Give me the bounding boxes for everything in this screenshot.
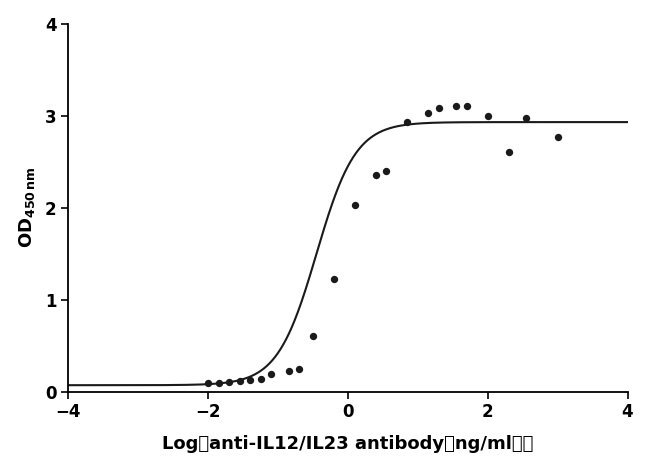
Y-axis label: OD$_{\mathregular{450\,nm}}$: OD$_{\mathregular{450\,nm}}$ [17, 167, 36, 249]
Point [224, 379, 235, 386]
Point [350, 201, 360, 209]
Point [521, 115, 532, 122]
Point [329, 275, 339, 283]
Point [552, 133, 563, 141]
Point [370, 172, 381, 179]
Point [266, 370, 276, 378]
Point [381, 167, 391, 175]
Point [294, 365, 304, 372]
Point [283, 368, 294, 375]
Point [203, 380, 213, 387]
Point [504, 149, 514, 156]
Point [213, 380, 224, 387]
Point [235, 377, 245, 384]
Point [255, 375, 266, 383]
Point [482, 112, 493, 119]
Point [245, 376, 255, 384]
Point [423, 109, 434, 117]
Point [462, 103, 472, 110]
Point [308, 333, 318, 340]
Point [402, 118, 413, 126]
Point [451, 103, 462, 110]
X-axis label: Log（anti-IL12/IL23 antibody（ng/ml））: Log（anti-IL12/IL23 antibody（ng/ml）） [162, 435, 534, 454]
Point [434, 104, 444, 112]
